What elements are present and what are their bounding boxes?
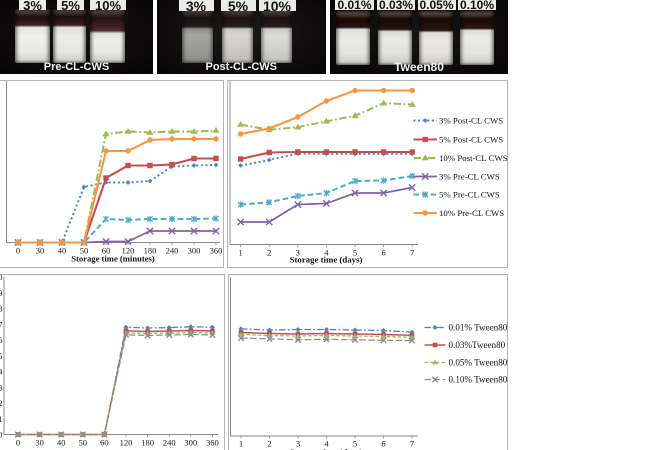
svg-text:10% Post-CL CWS: 10% Post-CL CWS bbox=[439, 153, 508, 163]
svg-text:3: 3 bbox=[296, 248, 300, 258]
svg-text:7: 7 bbox=[410, 438, 414, 448]
svg-text:6: 6 bbox=[0, 335, 3, 345]
svg-text:60: 60 bbox=[100, 438, 109, 448]
svg-text:Storage time (days): Storage time (days) bbox=[290, 255, 363, 265]
svg-text:Storage time (minutes): Storage time (minutes) bbox=[71, 254, 155, 264]
svg-text:30: 30 bbox=[36, 246, 45, 256]
svg-text:5% Post-CL CWS: 5% Post-CL CWS bbox=[439, 135, 503, 145]
svg-text:5% Pre-CL CWS: 5% Pre-CL CWS bbox=[439, 190, 500, 200]
svg-text:360: 360 bbox=[206, 438, 219, 448]
svg-text:120: 120 bbox=[122, 246, 135, 256]
svg-text:7: 7 bbox=[0, 319, 3, 329]
svg-text:1: 1 bbox=[239, 438, 243, 448]
svg-text:6: 6 bbox=[381, 438, 385, 448]
svg-text:360: 360 bbox=[210, 246, 223, 256]
svg-text:300: 300 bbox=[188, 246, 201, 256]
svg-text:180: 180 bbox=[141, 438, 154, 448]
svg-text:120: 120 bbox=[120, 438, 133, 448]
svg-text:4: 4 bbox=[324, 438, 329, 448]
svg-text:8: 8 bbox=[0, 304, 3, 314]
svg-text:0.05% Tween80: 0.05% Tween80 bbox=[449, 358, 508, 368]
svg-text:Storage time (days): Storage time (days) bbox=[290, 447, 363, 450]
svg-text:40: 40 bbox=[58, 246, 67, 256]
svg-text:5: 5 bbox=[353, 248, 357, 258]
svg-text:240: 240 bbox=[166, 246, 179, 256]
svg-text:0: 0 bbox=[16, 246, 20, 256]
svg-text:1: 1 bbox=[0, 414, 3, 424]
svg-text:0: 0 bbox=[0, 430, 3, 440]
svg-text:50: 50 bbox=[80, 246, 89, 256]
svg-text:5: 5 bbox=[353, 438, 357, 448]
svg-text:3% Pre-CL CWS: 3% Pre-CL CWS bbox=[439, 172, 500, 182]
svg-text:4: 4 bbox=[0, 367, 3, 377]
svg-text:2: 2 bbox=[267, 438, 271, 448]
svg-text:0.03%Tween80: 0.03%Tween80 bbox=[449, 340, 506, 350]
svg-text:60: 60 bbox=[102, 246, 111, 256]
svg-text:2: 2 bbox=[267, 248, 271, 258]
svg-text:10% Pre-CL CWS: 10% Pre-CL CWS bbox=[439, 208, 504, 218]
svg-text:40: 40 bbox=[57, 438, 66, 448]
svg-text:3: 3 bbox=[296, 438, 300, 448]
svg-text:5: 5 bbox=[0, 351, 3, 361]
svg-text:6: 6 bbox=[381, 248, 385, 258]
svg-text:30: 30 bbox=[35, 438, 44, 448]
svg-text:4: 4 bbox=[324, 248, 329, 258]
svg-text:0: 0 bbox=[16, 438, 20, 448]
svg-text:240: 240 bbox=[163, 438, 176, 448]
svg-text:3% Post-CL CWS: 3% Post-CL CWS bbox=[439, 116, 503, 126]
svg-text:9: 9 bbox=[0, 288, 3, 298]
svg-text:3: 3 bbox=[0, 382, 3, 392]
svg-text:1: 1 bbox=[238, 248, 242, 258]
svg-text:180: 180 bbox=[144, 246, 157, 256]
svg-text:7: 7 bbox=[410, 248, 414, 258]
svg-text:0.10% Tween80: 0.10% Tween80 bbox=[449, 375, 508, 385]
svg-text:50: 50 bbox=[79, 438, 88, 448]
svg-text:300: 300 bbox=[184, 438, 197, 448]
svg-text:0.01% Tween80: 0.01% Tween80 bbox=[449, 323, 508, 333]
svg-text:2: 2 bbox=[0, 398, 3, 408]
svg-text:10: 10 bbox=[0, 272, 3, 282]
